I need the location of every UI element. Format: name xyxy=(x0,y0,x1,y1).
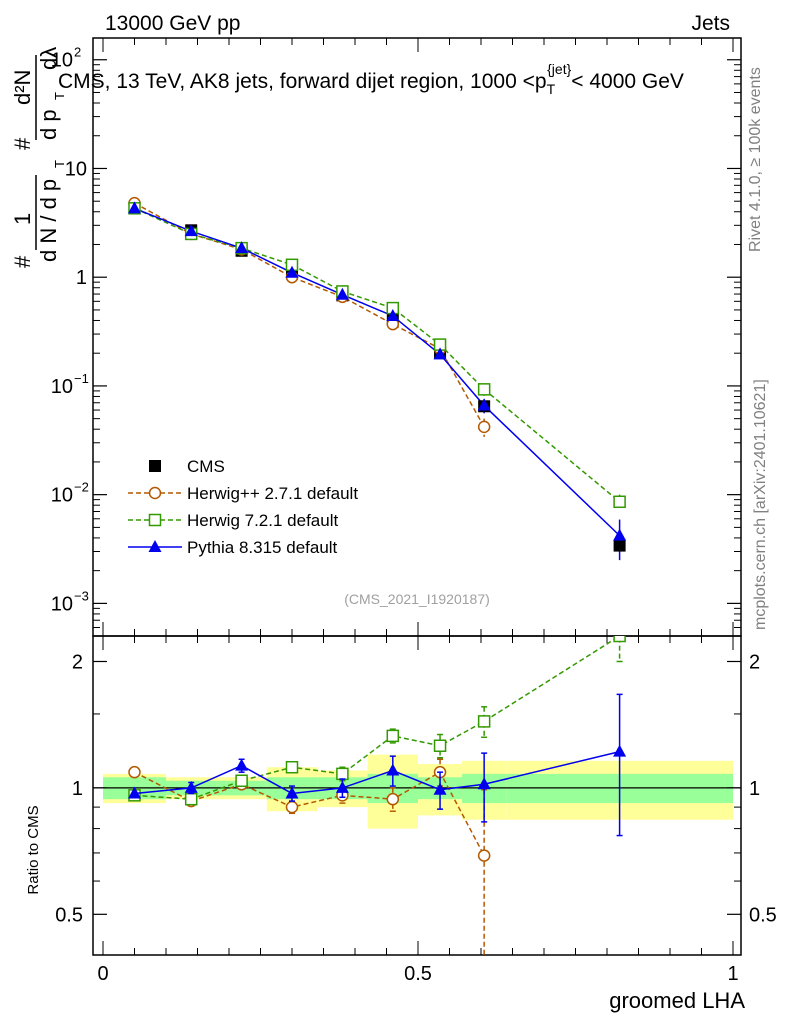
series-point-2 xyxy=(613,528,627,541)
ratio-point-2 xyxy=(184,780,198,793)
ratio-point-1 xyxy=(235,774,248,787)
ratio-point-1 xyxy=(285,760,299,774)
y-axis-label-text: 1 xyxy=(10,213,35,225)
ratio-point-2 xyxy=(285,786,299,799)
ratio-point-2 xyxy=(433,782,447,795)
header-right: Jets xyxy=(691,12,730,35)
ratio-point-1 xyxy=(386,729,400,743)
series-point-0 xyxy=(477,420,491,434)
ratio-line-1 xyxy=(134,636,620,800)
series-point-1 xyxy=(477,383,491,396)
ratio-series-group xyxy=(128,636,627,955)
y-axis-label-text: T xyxy=(52,92,67,100)
series-point-2 xyxy=(128,201,141,214)
y-tick-label-exponent: −1 xyxy=(74,371,89,386)
header-left: 13000 GeV pp xyxy=(105,12,240,35)
series-point-2 xyxy=(335,287,349,300)
series-point-2 xyxy=(235,241,249,254)
ratio-tick-label-right: 2 xyxy=(749,651,760,673)
legend-marker-2 xyxy=(148,540,162,552)
legend-label-cms: CMS xyxy=(187,457,225,476)
chart-title-sub: T xyxy=(547,81,556,97)
legend-marker-0 xyxy=(148,486,162,500)
ratio-point-1 xyxy=(613,636,626,643)
y-tick-label: 10 xyxy=(51,485,73,507)
legend-label-1: Herwig 7.2.1 default xyxy=(187,511,338,530)
y-axis-label-text: d²N xyxy=(10,70,35,105)
y-tick-label: 10 xyxy=(65,158,87,180)
chart-title: CMS, 13 TeV, AK8 jets, forward dijet reg… xyxy=(58,61,684,97)
ratio-point-2 xyxy=(613,744,627,757)
ratio-point-0 xyxy=(128,765,141,779)
x-tick-label: 0 xyxy=(97,963,108,985)
series-point-2 xyxy=(386,308,400,321)
ratio-tick-label-right: 1 xyxy=(749,778,760,800)
ratio-point-0 xyxy=(285,800,299,814)
rivet-label: Rivet 4.1.0, ≥ 100k events xyxy=(747,67,764,252)
data-point xyxy=(613,539,626,552)
chart-title-sup: {jet} xyxy=(547,61,571,77)
analysis-id: (CMS_2021_I1920187) xyxy=(344,591,490,607)
series-point-1 xyxy=(613,495,626,509)
ratio-point-1 xyxy=(433,739,447,752)
x-tick-label: 0.5 xyxy=(404,963,432,985)
y-axis-label-text: # xyxy=(10,255,35,268)
y-tick-label-exponent: −3 xyxy=(74,588,89,603)
legend: CMS Herwig++ 2.7.1 default Herwig 7.2.1 de… xyxy=(128,457,358,557)
ratio-point-1 xyxy=(336,767,349,781)
ratio-tick-label: 0.5 xyxy=(55,904,83,926)
legend-label-2: Pythia 8.315 default xyxy=(187,538,338,557)
ratio-point-2 xyxy=(235,758,249,771)
y-tick-label-exponent: −2 xyxy=(74,480,89,495)
ratio-point-0 xyxy=(477,849,491,862)
legend-marker-cms xyxy=(149,460,161,472)
ratio-tick-label: 2 xyxy=(72,651,83,673)
series-point-2 xyxy=(184,224,198,237)
ratio-tick-label-right: 0.5 xyxy=(749,904,777,926)
y-axis-label-text: # xyxy=(10,137,35,150)
y-tick-label: 1 xyxy=(76,267,87,289)
series-point-2 xyxy=(285,265,299,278)
ratio-point-1 xyxy=(184,792,198,806)
y-tick-label: 10 xyxy=(51,376,73,398)
ratio-point-2 xyxy=(335,780,349,793)
x-axis-label: groomed LHA xyxy=(609,988,745,1013)
y-axis-label-main: # 1 d N / d p T # d²N d p T dλ xyxy=(10,47,67,268)
ratio-point-0 xyxy=(386,792,400,806)
mcplots-label: mcplots.cern.ch [arXiv:2401.10621] xyxy=(752,379,769,630)
ratio-line-0 xyxy=(134,771,485,856)
y-axis-label-text: d N / d p xyxy=(36,179,61,262)
ratio-panel: 0 0.5 1 0.5 0.5 1 1 2 2 xyxy=(55,635,777,985)
ratio-point-2 xyxy=(477,777,491,790)
ratio-tick-label: 1 xyxy=(72,778,83,800)
series-point-2 xyxy=(477,398,491,411)
series-line-0 xyxy=(134,202,485,428)
legend-label-0: Herwig++ 2.7.1 default xyxy=(187,484,358,503)
ratio-point-1 xyxy=(477,715,491,728)
y-tick-label: 10 xyxy=(51,50,73,72)
y-axis-label-text: d p xyxy=(36,109,61,140)
chart-title-main: CMS, 13 TeV, AK8 jets, forward dijet reg… xyxy=(58,70,547,93)
ratio-point-2 xyxy=(128,786,141,799)
legend-marker-1 xyxy=(148,513,162,527)
y-axis-label-text: dλ xyxy=(36,47,61,70)
ratio-point-2 xyxy=(386,763,400,776)
chart-title-tail: < 4000 GeV xyxy=(571,70,684,93)
x-tick-label: 1 xyxy=(727,963,738,985)
y-axis-label-ratio: Ratio to CMS xyxy=(25,805,42,894)
y-axis-label-text: T xyxy=(52,160,67,168)
y-tick-label: 10 xyxy=(51,593,73,615)
y-tick-label-exponent: 2 xyxy=(74,45,81,60)
series-point-2 xyxy=(433,347,447,360)
ratio-frame xyxy=(92,635,742,956)
